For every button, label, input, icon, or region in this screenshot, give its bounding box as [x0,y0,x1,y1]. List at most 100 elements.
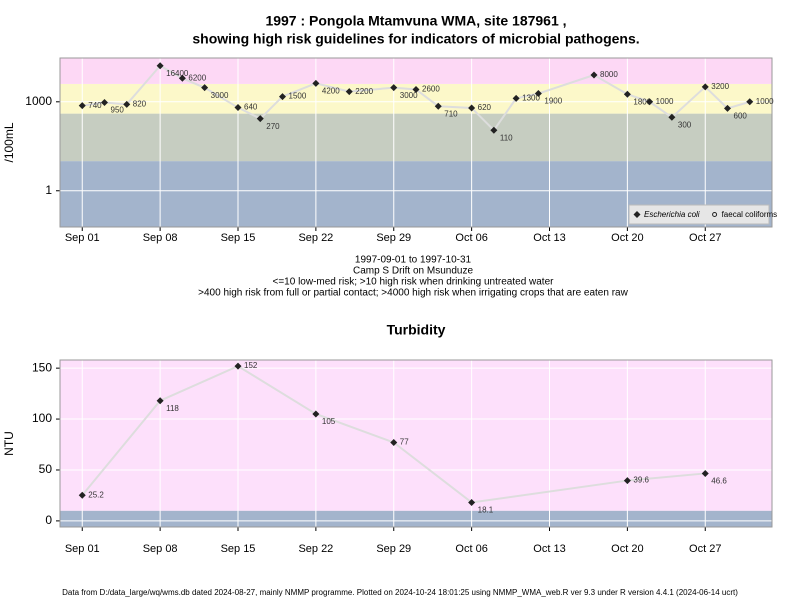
point [178,74,186,82]
point [345,88,353,96]
data-label: 300 [678,120,692,129]
series-line [81,364,706,504]
point [468,498,476,506]
point [256,115,264,123]
point [279,93,286,101]
point [490,126,498,134]
data-label: 2200 [355,87,373,96]
y-tick-label: 0 [45,513,52,527]
point [123,100,131,108]
x-tick-label: Oct 20 [611,543,643,555]
data-label: 2600 [422,85,440,94]
footer: Data from D:/data_large/wq/wms.db dated … [62,588,738,597]
x-tick-label: Sep 08 [143,543,178,555]
y-axis-label: NTU [2,431,16,456]
data-label: 77 [400,438,409,447]
chart-title: 1997 : Pongola Mtamvuna WMA, site 187961… [265,13,566,29]
legend-box [628,204,770,225]
data-label: 1900 [544,97,562,106]
point [668,113,676,121]
data-label: 600 [734,111,748,120]
point [623,90,631,98]
x-tick-label: Sep 08 [143,232,178,244]
data-label: 25.2 [88,490,104,499]
point [512,94,520,102]
x-tick-label: Sep 15 [221,543,256,555]
y-tick-label: 150 [32,360,52,374]
data-label: 39.6 [633,476,649,485]
risk-band [60,113,772,162]
data-label: 105 [322,417,336,426]
x-tick-label: Sep 29 [376,543,411,555]
point [390,84,398,92]
data-label: 118 [166,404,179,413]
data-label: 110 [500,133,513,142]
point [234,104,242,112]
note: <=10 low-med risk; >10 high risk when dr… [273,277,555,288]
y-tick-label: 1000 [25,94,52,108]
x-tick-label: Sep 01 [65,543,100,555]
point [78,102,86,110]
x-tick-label: Oct 27 [689,232,721,244]
y-tick-label: 100 [32,411,52,425]
data-label: 1500 [289,92,307,101]
x-tick-label: Oct 06 [455,232,487,244]
chart-title: showing high risk guidelines for indicat… [192,31,639,47]
point [434,102,442,110]
plot-frame [59,57,773,228]
data-label: 4200 [322,86,340,95]
y-axis-label: /100mL [2,122,16,162]
x-tick-label: Sep 15 [221,232,256,244]
point [156,397,164,405]
point [234,362,242,370]
data-label: 740 [88,101,102,110]
data-label: 1000 [756,97,774,106]
x-tick-label: Oct 06 [455,543,487,555]
point [101,98,108,106]
data-label: 18.1 [478,506,494,515]
y-tick-label: 50 [39,462,53,476]
y-tick-label: 1 [45,183,52,197]
data-label: 820 [133,99,147,108]
risk-band [60,510,772,527]
legend: Escherichia coli faecal coliforms [628,204,778,225]
x-tick-label: Sep 22 [298,543,333,555]
data-label: 1300 [522,94,540,103]
note: 1997-09-01 to 1997-10-31 [355,255,472,266]
data-label: 8000 [600,70,618,79]
point [590,71,598,79]
point [468,104,476,112]
data-label: 152 [244,361,258,370]
point [390,438,398,446]
data-label: 710 [444,109,458,118]
x-tick-label: Oct 13 [533,232,565,244]
legend-label: faecal coliforms [722,210,778,219]
point [701,83,709,91]
point [156,62,164,70]
data-label: 270 [266,122,280,131]
risk-band [60,360,772,511]
note: Camp S Drift on Msunduze [353,266,473,277]
x-tick-label: Sep 22 [298,232,333,244]
chart-title: Turbidity [387,322,446,338]
data-label: 640 [244,103,258,112]
x-tick-label: Oct 13 [533,543,565,555]
point [712,212,718,217]
note: >400 high risk from full or partial cont… [198,288,628,299]
point [78,491,86,499]
point [724,104,731,112]
data-label: 16400 [166,69,189,78]
data-label: 46.6 [711,477,727,486]
risk-band [60,58,772,84]
point [701,469,709,477]
point [534,90,542,98]
legend-label: Escherichia coli [644,210,700,219]
data-label: 3000 [400,91,418,100]
data-label: 1000 [656,97,674,106]
x-tick-label: Oct 27 [689,543,721,555]
data-label: 6200 [188,73,206,82]
point [746,98,754,106]
point [201,84,209,92]
